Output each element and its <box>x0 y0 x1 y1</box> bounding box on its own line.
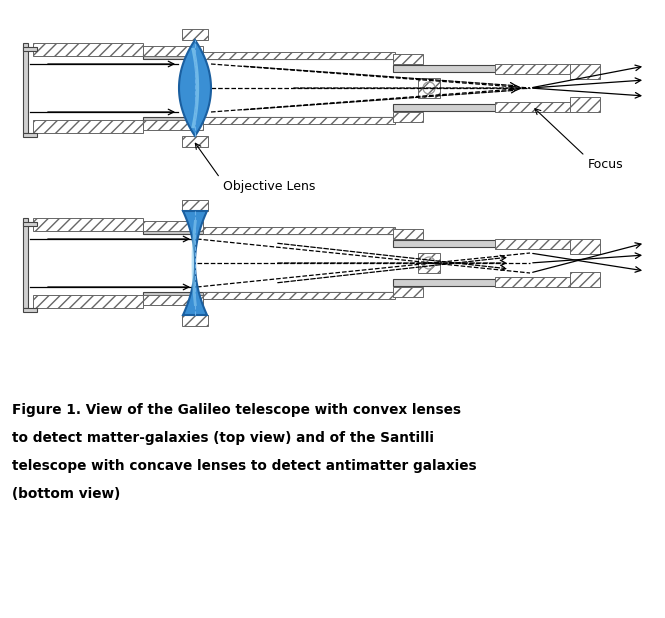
Polygon shape <box>179 40 211 136</box>
Bar <box>393 65 573 72</box>
Bar <box>570 239 600 254</box>
Bar <box>393 104 573 111</box>
Bar <box>418 253 440 273</box>
Bar <box>143 295 203 305</box>
Bar <box>570 272 600 287</box>
Bar <box>143 292 395 298</box>
Bar <box>23 218 28 308</box>
Bar <box>23 133 37 137</box>
Bar <box>182 29 208 40</box>
Bar <box>143 117 395 123</box>
Bar <box>182 315 208 326</box>
Text: to detect matter-galaxies (top view) and of the Santilli: to detect matter-galaxies (top view) and… <box>12 431 434 445</box>
Bar <box>393 54 423 64</box>
Bar <box>33 120 143 133</box>
Bar <box>23 47 37 51</box>
Bar <box>495 239 573 249</box>
Bar <box>570 97 600 112</box>
Text: Focus: Focus <box>588 158 624 171</box>
Bar <box>418 78 440 98</box>
Text: telescope with concave lenses to detect antimatter galaxies: telescope with concave lenses to detect … <box>12 459 477 473</box>
Bar <box>23 308 37 312</box>
Text: Objective Lens: Objective Lens <box>223 180 315 193</box>
Bar <box>495 277 573 287</box>
Bar <box>495 64 573 74</box>
Bar <box>143 120 203 130</box>
Bar <box>182 200 208 211</box>
Bar <box>393 279 573 286</box>
Bar <box>143 221 203 231</box>
Bar <box>33 295 143 308</box>
Bar <box>203 117 395 124</box>
Text: Figure 1. View of the Galileo telescope with convex lenses: Figure 1. View of the Galileo telescope … <box>12 403 461 417</box>
Bar <box>33 218 143 231</box>
Bar <box>495 102 573 112</box>
Bar <box>203 227 395 234</box>
Bar <box>393 229 423 239</box>
Bar <box>143 46 203 56</box>
Bar <box>570 64 600 79</box>
Bar <box>143 53 395 59</box>
Bar <box>393 112 423 122</box>
Bar <box>393 287 423 297</box>
Bar <box>203 292 395 299</box>
Bar <box>33 43 143 56</box>
Polygon shape <box>183 211 207 315</box>
Bar <box>23 43 28 133</box>
Bar <box>393 240 573 247</box>
Bar <box>143 228 395 234</box>
Bar <box>203 52 395 59</box>
Bar <box>23 222 37 226</box>
Text: (bottom view): (bottom view) <box>12 487 120 501</box>
Bar <box>182 136 208 147</box>
